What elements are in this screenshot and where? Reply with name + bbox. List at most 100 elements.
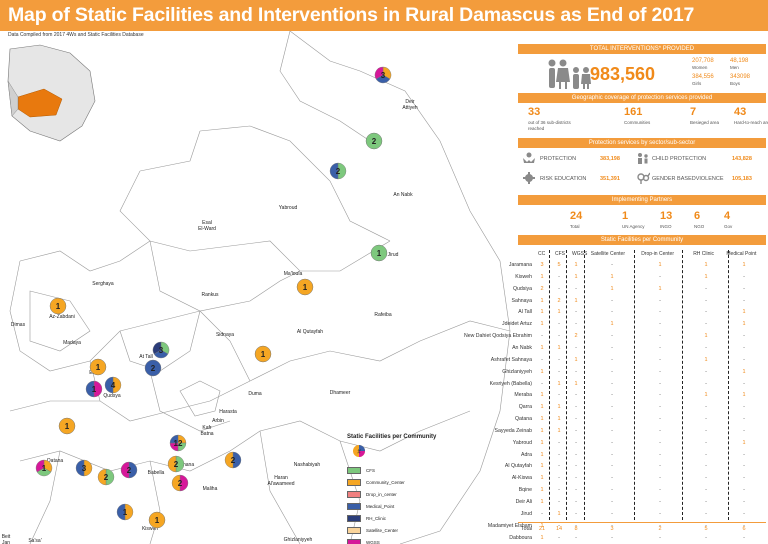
- pie-count-label: 12: [174, 439, 183, 448]
- facility-pie-15[interactable]: 3: [75, 459, 93, 477]
- pie-count-label: 1: [92, 385, 97, 394]
- table-cell: 1: [557, 416, 561, 423]
- table-cell: 1: [540, 344, 544, 351]
- table-cell: 1: [540, 416, 544, 423]
- map-area[interactable]: Deir Attiyeh An Nabk Yabroud Esal El-Ward Jiru…: [0, 31, 515, 544]
- table-row-name: New Dahiet Qodsiya Ebrahim: [463, 333, 532, 340]
- place-label-beit-jan: Beit Jan: [2, 534, 11, 544]
- table-cell: -: [743, 522, 745, 529]
- place-label-harasta: Harasta: [219, 409, 237, 415]
- facility-pie-17[interactable]: 2: [120, 461, 138, 479]
- protection-hands-icon: [523, 152, 535, 163]
- table-cell: 1: [540, 404, 544, 411]
- table-cell: 1: [610, 321, 614, 328]
- table-cell: 1: [540, 321, 544, 328]
- table-cell: -: [743, 380, 745, 387]
- place-label-at-tall: At Tall: [139, 354, 153, 360]
- facility-pie-22[interactable]: 1: [148, 511, 166, 529]
- partner-stat-value: 1: [622, 210, 629, 222]
- table-column-divider: [634, 250, 635, 520]
- men-label: Men: [730, 65, 739, 70]
- pie-slice: [171, 474, 181, 492]
- table-cell: -: [705, 297, 707, 304]
- pie-slice: [337, 162, 347, 180]
- table-cell: -: [659, 451, 661, 458]
- partner-stat-value: 4: [724, 210, 731, 222]
- place-label-maliha: Maliha: [203, 486, 218, 492]
- facility-pie-18[interactable]: 2: [97, 468, 115, 486]
- table-cell: 1: [540, 487, 544, 494]
- partner-stat-value: 13: [660, 210, 673, 222]
- table-cell: -: [575, 416, 577, 423]
- facility-pie-10[interactable]: 4: [104, 376, 122, 394]
- table-cell: -: [558, 333, 560, 340]
- facility-pie-4[interactable]: 1: [296, 278, 314, 296]
- place-label-duma: Duma: [248, 391, 262, 397]
- table-cell: -: [611, 262, 613, 268]
- facility-pie-6[interactable]: 1: [254, 345, 272, 363]
- family-icon: [548, 59, 591, 89]
- table-cell: -: [659, 522, 661, 529]
- facility-pie-0[interactable]: 3: [374, 66, 392, 84]
- table-cell: -: [705, 451, 707, 458]
- table-cell: -: [659, 427, 661, 434]
- map-canvas[interactable]: Deir Attiyeh An Nabk Yabroud Esal El-Ward Jiru…: [0, 31, 515, 544]
- facility-pie-1[interactable]: 2: [365, 132, 383, 150]
- table-cell: -: [705, 522, 707, 529]
- facility-pie-21[interactable]: 1: [116, 503, 134, 521]
- facility-pie-11[interactable]: 1: [85, 380, 103, 398]
- pie-slice: [148, 511, 166, 529]
- facility-pie-2[interactable]: 2: [329, 162, 347, 180]
- facility-pie-7[interactable]: 3: [152, 341, 170, 359]
- table-cell: 1: [540, 534, 544, 541]
- table-cell: -: [659, 439, 661, 446]
- partner-stat-label: INGO: [660, 224, 672, 229]
- table-cell: -: [743, 404, 745, 411]
- table-cell: 1: [574, 273, 578, 280]
- facility-pie-16[interactable]: 1: [35, 459, 53, 477]
- partner-stat-label: NGO: [694, 224, 705, 229]
- facility-pie-9[interactable]: 1: [89, 358, 107, 376]
- facility-pie-13[interactable]: 12: [169, 434, 187, 452]
- boys-value: 343098: [730, 74, 751, 80]
- table-cell: 1: [574, 356, 578, 363]
- facility-pie-5[interactable]: 1: [49, 297, 67, 315]
- table-cell: -: [558, 368, 560, 375]
- table-row-name: Qatana: [514, 416, 532, 423]
- total-header: TOTAL INTERVENTIONS* PROVIDED: [518, 44, 766, 54]
- facility-pie-14[interactable]: 2: [167, 455, 185, 473]
- partner-stat-value: 6: [694, 210, 701, 222]
- table-cell: -: [705, 309, 707, 316]
- sector-protection-label: PROTECTION: [540, 156, 577, 162]
- facility-pie-12[interactable]: 1: [58, 417, 76, 435]
- legend-swatch: [347, 502, 361, 510]
- table-cell: -: [659, 475, 661, 482]
- legend-label: Satellite_Center: [366, 527, 399, 533]
- table-cell: -: [611, 392, 613, 399]
- table-column-divider: [584, 250, 585, 520]
- facility-pie-19[interactable]: 2: [171, 474, 189, 492]
- facility-pie-20[interactable]: 2: [224, 451, 242, 469]
- facility-pie-3[interactable]: 1: [370, 244, 388, 262]
- pie-count-label: 4: [111, 381, 116, 390]
- table-row-name: Adra: [521, 451, 532, 458]
- place-label-sa-sa-: Sa'sa': [28, 538, 41, 544]
- men-value: 48,198: [730, 58, 749, 64]
- sector-risk-education-value: 351,391: [600, 176, 620, 182]
- table-cell: 1: [742, 439, 746, 446]
- boys-label: Boys: [730, 81, 741, 86]
- table-cell: 1: [742, 262, 746, 268]
- table-cell: 1: [540, 499, 544, 505]
- table-cell: -: [575, 309, 577, 316]
- total-interventions-value: 983,560: [590, 64, 656, 84]
- table-cell: -: [659, 463, 661, 470]
- table-cell: -: [743, 534, 745, 541]
- table-cell: 1: [540, 522, 544, 529]
- facility-pie-8[interactable]: 2: [144, 359, 162, 377]
- table-cell: -: [575, 404, 577, 411]
- pie-count-label: 2: [336, 167, 341, 176]
- table-row-name: Sayyeda Zeinab: [494, 427, 533, 434]
- table-row-name: An Nabk: [512, 344, 532, 351]
- table-cell: -: [743, 427, 745, 434]
